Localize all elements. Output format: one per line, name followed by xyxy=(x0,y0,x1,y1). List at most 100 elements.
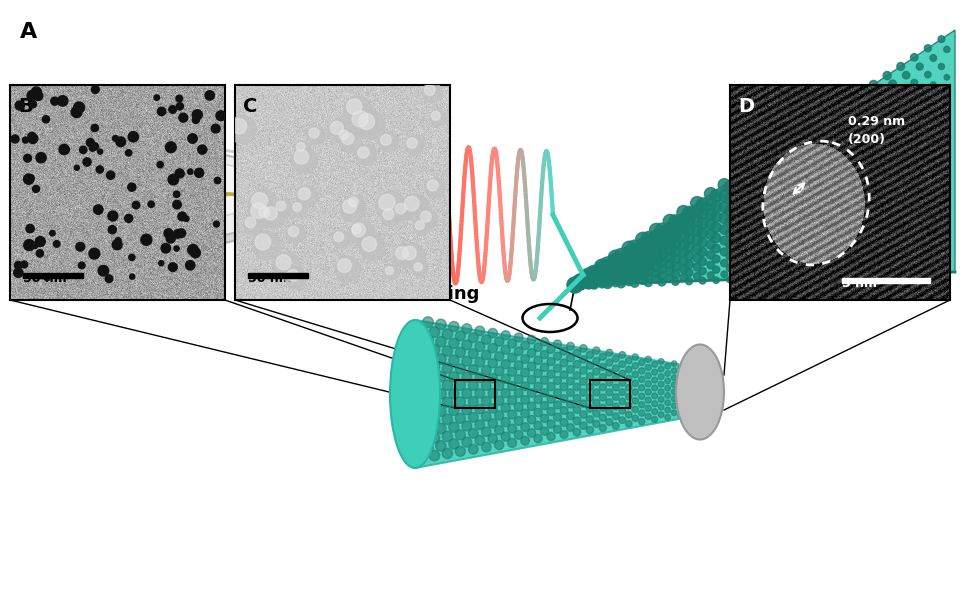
Circle shape xyxy=(652,401,658,407)
Circle shape xyxy=(665,252,675,262)
Circle shape xyxy=(378,133,398,152)
Circle shape xyxy=(938,36,945,43)
Circle shape xyxy=(414,219,430,235)
Circle shape xyxy=(821,160,828,168)
Circle shape xyxy=(582,271,596,285)
Circle shape xyxy=(883,71,891,80)
Circle shape xyxy=(573,274,588,289)
Circle shape xyxy=(580,344,588,352)
Circle shape xyxy=(575,280,586,290)
Circle shape xyxy=(678,379,684,384)
Circle shape xyxy=(623,254,636,267)
Circle shape xyxy=(665,259,675,269)
Circle shape xyxy=(870,80,877,89)
Circle shape xyxy=(106,275,113,283)
Circle shape xyxy=(431,111,441,120)
Circle shape xyxy=(534,434,542,443)
Text: 50 nm: 50 nm xyxy=(23,272,67,285)
Circle shape xyxy=(187,169,193,175)
Circle shape xyxy=(534,408,542,416)
Circle shape xyxy=(625,277,634,286)
Circle shape xyxy=(803,213,809,220)
Circle shape xyxy=(410,333,420,344)
Circle shape xyxy=(592,379,600,386)
Circle shape xyxy=(569,279,581,291)
Circle shape xyxy=(214,177,221,184)
Bar xyxy=(305,148,317,173)
Circle shape xyxy=(748,229,756,237)
Circle shape xyxy=(615,268,627,278)
Circle shape xyxy=(588,274,600,286)
Circle shape xyxy=(527,402,536,410)
Circle shape xyxy=(883,95,891,103)
Circle shape xyxy=(891,225,895,228)
Circle shape xyxy=(614,253,628,266)
Circle shape xyxy=(606,399,612,406)
Circle shape xyxy=(173,200,181,209)
Circle shape xyxy=(554,413,562,421)
Circle shape xyxy=(582,272,595,286)
Circle shape xyxy=(612,413,619,419)
Circle shape xyxy=(606,379,612,386)
Circle shape xyxy=(875,88,883,97)
Circle shape xyxy=(939,64,945,70)
Circle shape xyxy=(192,110,203,120)
Circle shape xyxy=(592,368,600,375)
Circle shape xyxy=(21,261,28,268)
Circle shape xyxy=(789,234,795,240)
Circle shape xyxy=(693,272,701,280)
Circle shape xyxy=(396,203,406,214)
Circle shape xyxy=(904,247,907,250)
Circle shape xyxy=(179,113,188,122)
Circle shape xyxy=(817,228,822,233)
Circle shape xyxy=(615,264,627,275)
Text: D: D xyxy=(738,97,755,116)
Circle shape xyxy=(789,217,796,224)
Ellipse shape xyxy=(48,157,268,223)
Circle shape xyxy=(568,278,582,292)
Circle shape xyxy=(917,115,923,121)
Circle shape xyxy=(567,277,583,293)
Circle shape xyxy=(385,266,394,275)
Circle shape xyxy=(940,230,943,233)
Circle shape xyxy=(566,389,574,397)
Text: Coating: Coating xyxy=(115,265,201,284)
Circle shape xyxy=(760,196,770,205)
Circle shape xyxy=(918,246,922,249)
Circle shape xyxy=(527,389,536,397)
Circle shape xyxy=(691,404,696,410)
Circle shape xyxy=(547,358,555,365)
Circle shape xyxy=(767,231,774,238)
Circle shape xyxy=(622,245,636,260)
Circle shape xyxy=(712,244,720,253)
Circle shape xyxy=(719,214,730,223)
Circle shape xyxy=(917,89,923,95)
Circle shape xyxy=(749,269,755,275)
Circle shape xyxy=(626,403,632,409)
Circle shape xyxy=(619,380,626,386)
Circle shape xyxy=(670,247,681,257)
Circle shape xyxy=(112,240,122,250)
Circle shape xyxy=(501,432,510,441)
Circle shape xyxy=(583,276,594,288)
Circle shape xyxy=(560,395,568,403)
Circle shape xyxy=(581,268,596,284)
Circle shape xyxy=(911,105,918,111)
Circle shape xyxy=(540,427,549,435)
Circle shape xyxy=(595,266,609,280)
Circle shape xyxy=(876,134,882,141)
Circle shape xyxy=(154,95,159,100)
Circle shape xyxy=(488,328,497,338)
Circle shape xyxy=(752,178,762,188)
Circle shape xyxy=(789,250,795,256)
Circle shape xyxy=(520,423,530,431)
Circle shape xyxy=(599,414,607,421)
Circle shape xyxy=(829,166,836,173)
Circle shape xyxy=(659,397,664,403)
Circle shape xyxy=(939,91,944,97)
Circle shape xyxy=(795,241,801,247)
Circle shape xyxy=(644,272,653,281)
Circle shape xyxy=(793,156,803,166)
Circle shape xyxy=(727,277,732,283)
Circle shape xyxy=(429,327,440,337)
